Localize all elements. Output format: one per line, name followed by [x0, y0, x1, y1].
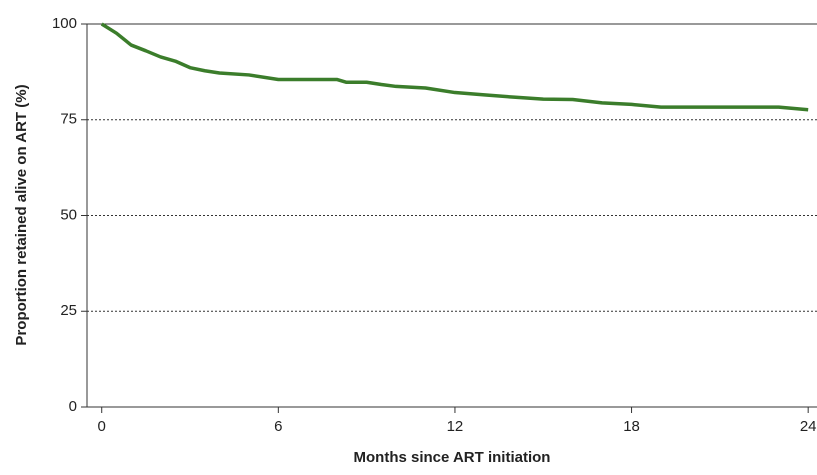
x-tick-label: 24 — [800, 418, 817, 435]
y-tick-label: 25 — [60, 302, 77, 319]
y-axis-label: Proportion retained alive on ART (%) — [13, 84, 30, 345]
line — [100, 22, 809, 112]
x-axis-label: Months since ART initiation — [354, 449, 551, 466]
y-tick-label: 100 — [52, 15, 77, 32]
x-tick-label: 18 — [623, 418, 640, 435]
x-tick-label: 6 — [274, 418, 282, 435]
x-tick-label: 0 — [98, 418, 106, 435]
y-tick-label: 75 — [60, 111, 77, 128]
x-tick-label: 12 — [447, 418, 464, 435]
y-tick-label: 50 — [60, 206, 77, 223]
y-tick-label: 0 — [69, 398, 77, 415]
